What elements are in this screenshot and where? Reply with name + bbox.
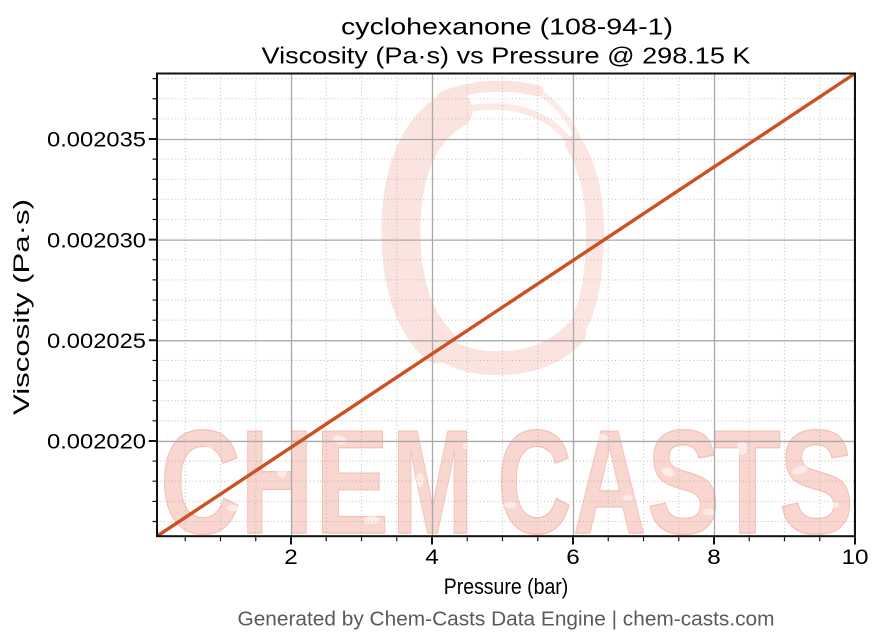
svg-text:6: 6 [566,544,580,569]
svg-text:A: A [573,400,646,565]
svg-text:S: S [647,400,720,565]
svg-text:S: S [779,400,854,565]
svg-text:4: 4 [425,544,439,569]
svg-text:Viscosity (Pa·s): Viscosity (Pa·s) [9,199,34,415]
svg-text:10: 10 [842,544,869,569]
svg-text:cyclohexanone (108-94-1): cyclohexanone (108-94-1) [341,14,673,40]
svg-text:H: H [241,400,313,565]
svg-text:Viscosity (Pa·s) vs Pressure @: Viscosity (Pa·s) vs Pressure @ 298.15 K [262,42,752,68]
svg-text:0.002030: 0.002030 [47,227,146,252]
svg-text:0.002025: 0.002025 [47,328,146,353]
svg-text:Pressure (bar): Pressure (bar) [444,574,569,599]
svg-text:0.002035: 0.002035 [47,127,146,152]
svg-text:2: 2 [284,544,298,569]
svg-text:T: T [714,400,781,565]
svg-text:C: C [160,400,241,565]
svg-text:8: 8 [707,544,721,569]
svg-text:Generated by Chem-Casts Data E: Generated by Chem-Casts Data Engine | ch… [238,608,775,631]
svg-text:0.002020: 0.002020 [47,429,146,454]
svg-text:C: C [497,400,572,565]
